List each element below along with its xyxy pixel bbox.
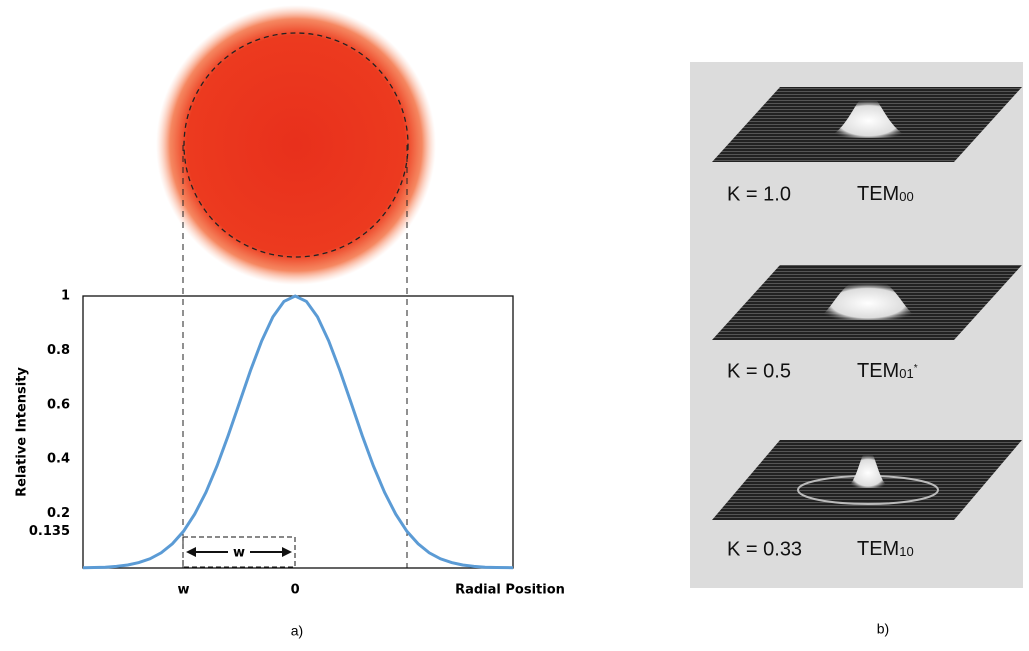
k-label: K = 0.33 <box>727 538 802 560</box>
y-axis-label: Relative Intensity <box>15 367 30 497</box>
plot-frame <box>83 296 513 568</box>
y-tick-label: 0.6 <box>47 397 70 412</box>
y-tick-label: 0.2 <box>47 506 70 521</box>
mode-name: TEM <box>857 183 899 205</box>
k-label: K = 1.0 <box>727 183 791 205</box>
mode-index: 01 <box>899 366 913 381</box>
y-tick-label: 0.135 <box>29 524 70 539</box>
panel-label: a) <box>291 623 303 639</box>
x-axis-label: Radial Position <box>455 583 565 598</box>
mode-mark: * <box>914 363 918 374</box>
width-label: w <box>233 546 245 561</box>
k-label: K = 0.5 <box>727 360 791 382</box>
arrowhead <box>282 547 292 557</box>
y-tick-label: 0.4 <box>47 452 70 467</box>
beam-spot <box>156 5 436 285</box>
mode-index: 10 <box>899 544 913 559</box>
y-tick-label: 1 <box>61 289 70 304</box>
figure: Relative Intensity Radial Position w a) … <box>0 0 1029 646</box>
arrowhead <box>186 547 196 557</box>
panel-label: b) <box>877 621 889 637</box>
mode-name: TEM <box>857 360 899 382</box>
x-tick-label: 0 <box>291 583 300 598</box>
y-tick-label: 0.8 <box>47 343 70 358</box>
mode-name: TEM <box>857 538 899 560</box>
mode-index: 00 <box>899 189 913 204</box>
x-tick-label: w <box>178 583 190 598</box>
intensity-curve <box>83 296 513 568</box>
